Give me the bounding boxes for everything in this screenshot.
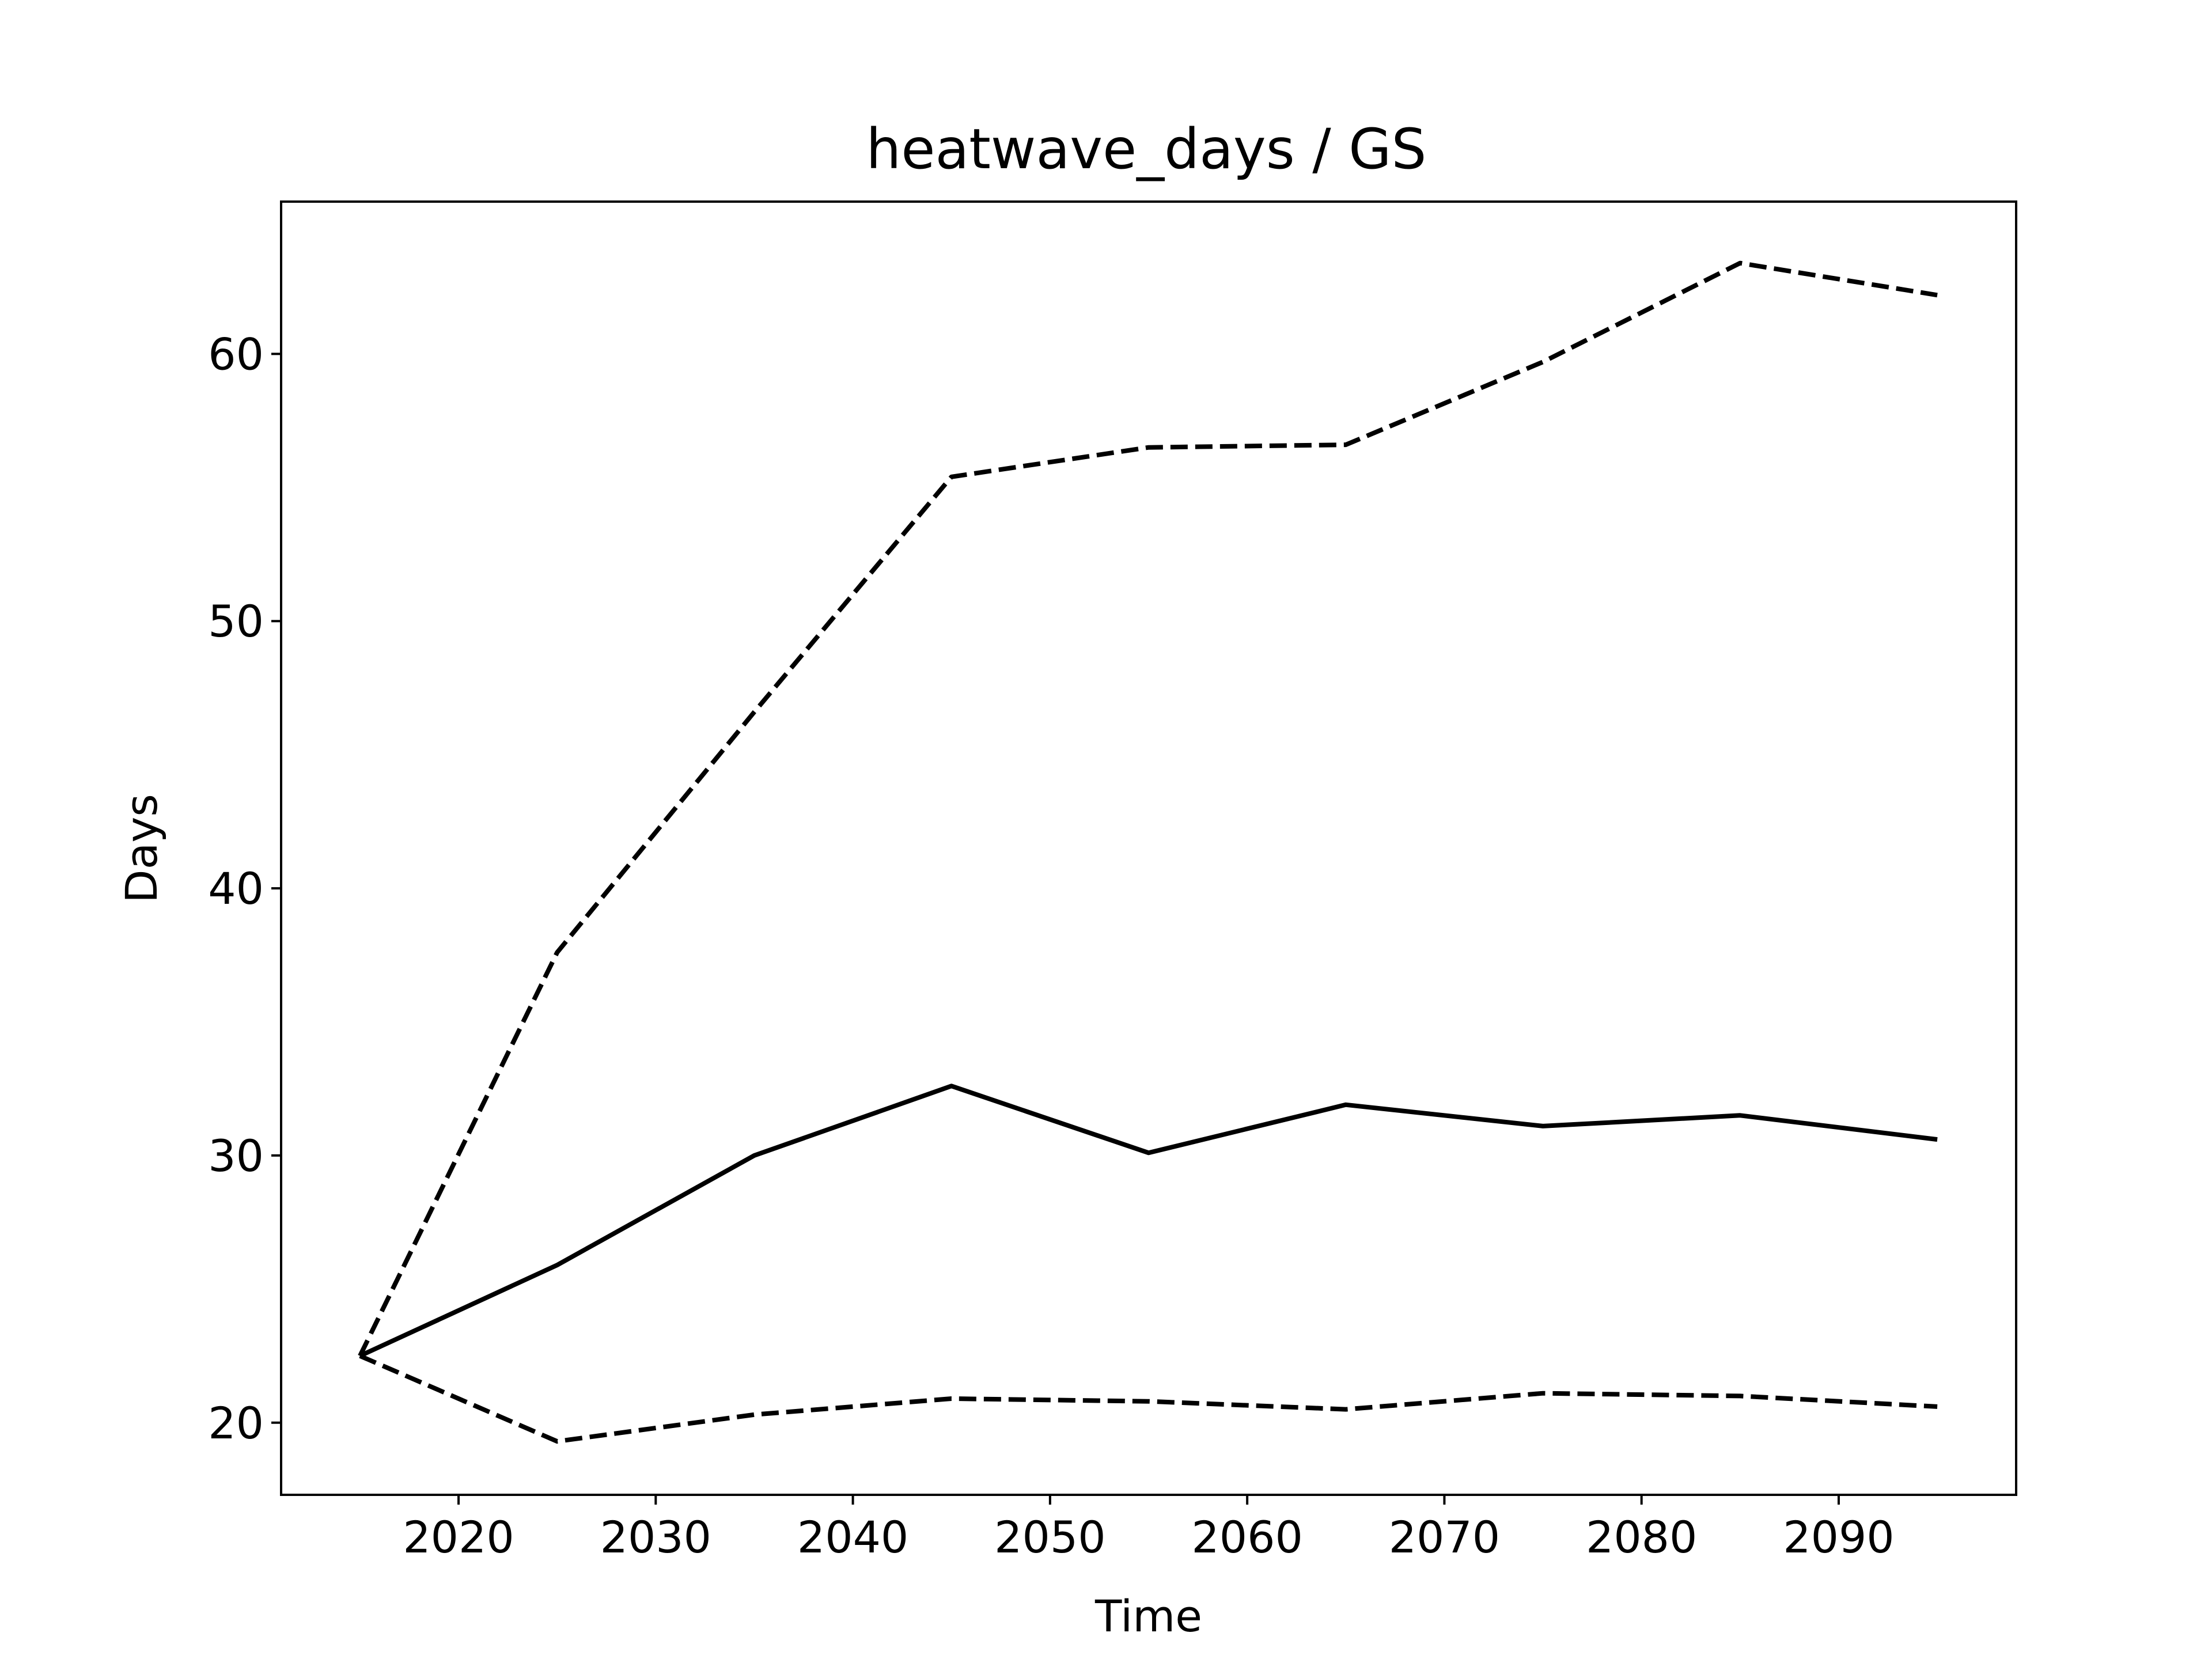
x-axis-ticks: 2020 2030 2040 2050 2060 2070 2080 2090 [403, 1495, 1895, 1563]
chart-title: heatwave_days / GS [866, 117, 1427, 181]
x-tick-label: 2080 [1586, 1512, 1697, 1563]
series-line-1 [359, 1084, 1938, 1358]
y-axis-label: Days [116, 794, 167, 903]
x-tick-label: 2030 [600, 1512, 711, 1563]
x-tick-label: 2050 [994, 1512, 1105, 1563]
plot-lines [358, 260, 1938, 1444]
series-line-3 [359, 1354, 1938, 1444]
y-tick-label: 50 [208, 596, 264, 647]
x-axis-label: Time [1094, 1590, 1202, 1642]
y-tick-label: 60 [208, 328, 264, 380]
plot-frame [280, 200, 2017, 1496]
x-tick-label: 2040 [797, 1512, 908, 1563]
y-tick-label: 40 [208, 863, 264, 914]
series-line-2 [358, 260, 1938, 1357]
x-tick-label: 2020 [403, 1512, 514, 1563]
x-tick-label: 2090 [1783, 1512, 1894, 1563]
x-tick-label: 2060 [1191, 1512, 1302, 1563]
x-tick-label: 2070 [1389, 1512, 1500, 1563]
y-tick-label: 30 [208, 1130, 264, 1181]
y-tick-label: 20 [208, 1397, 264, 1449]
y-axis-ticks: 20 30 40 50 60 [208, 328, 281, 1449]
